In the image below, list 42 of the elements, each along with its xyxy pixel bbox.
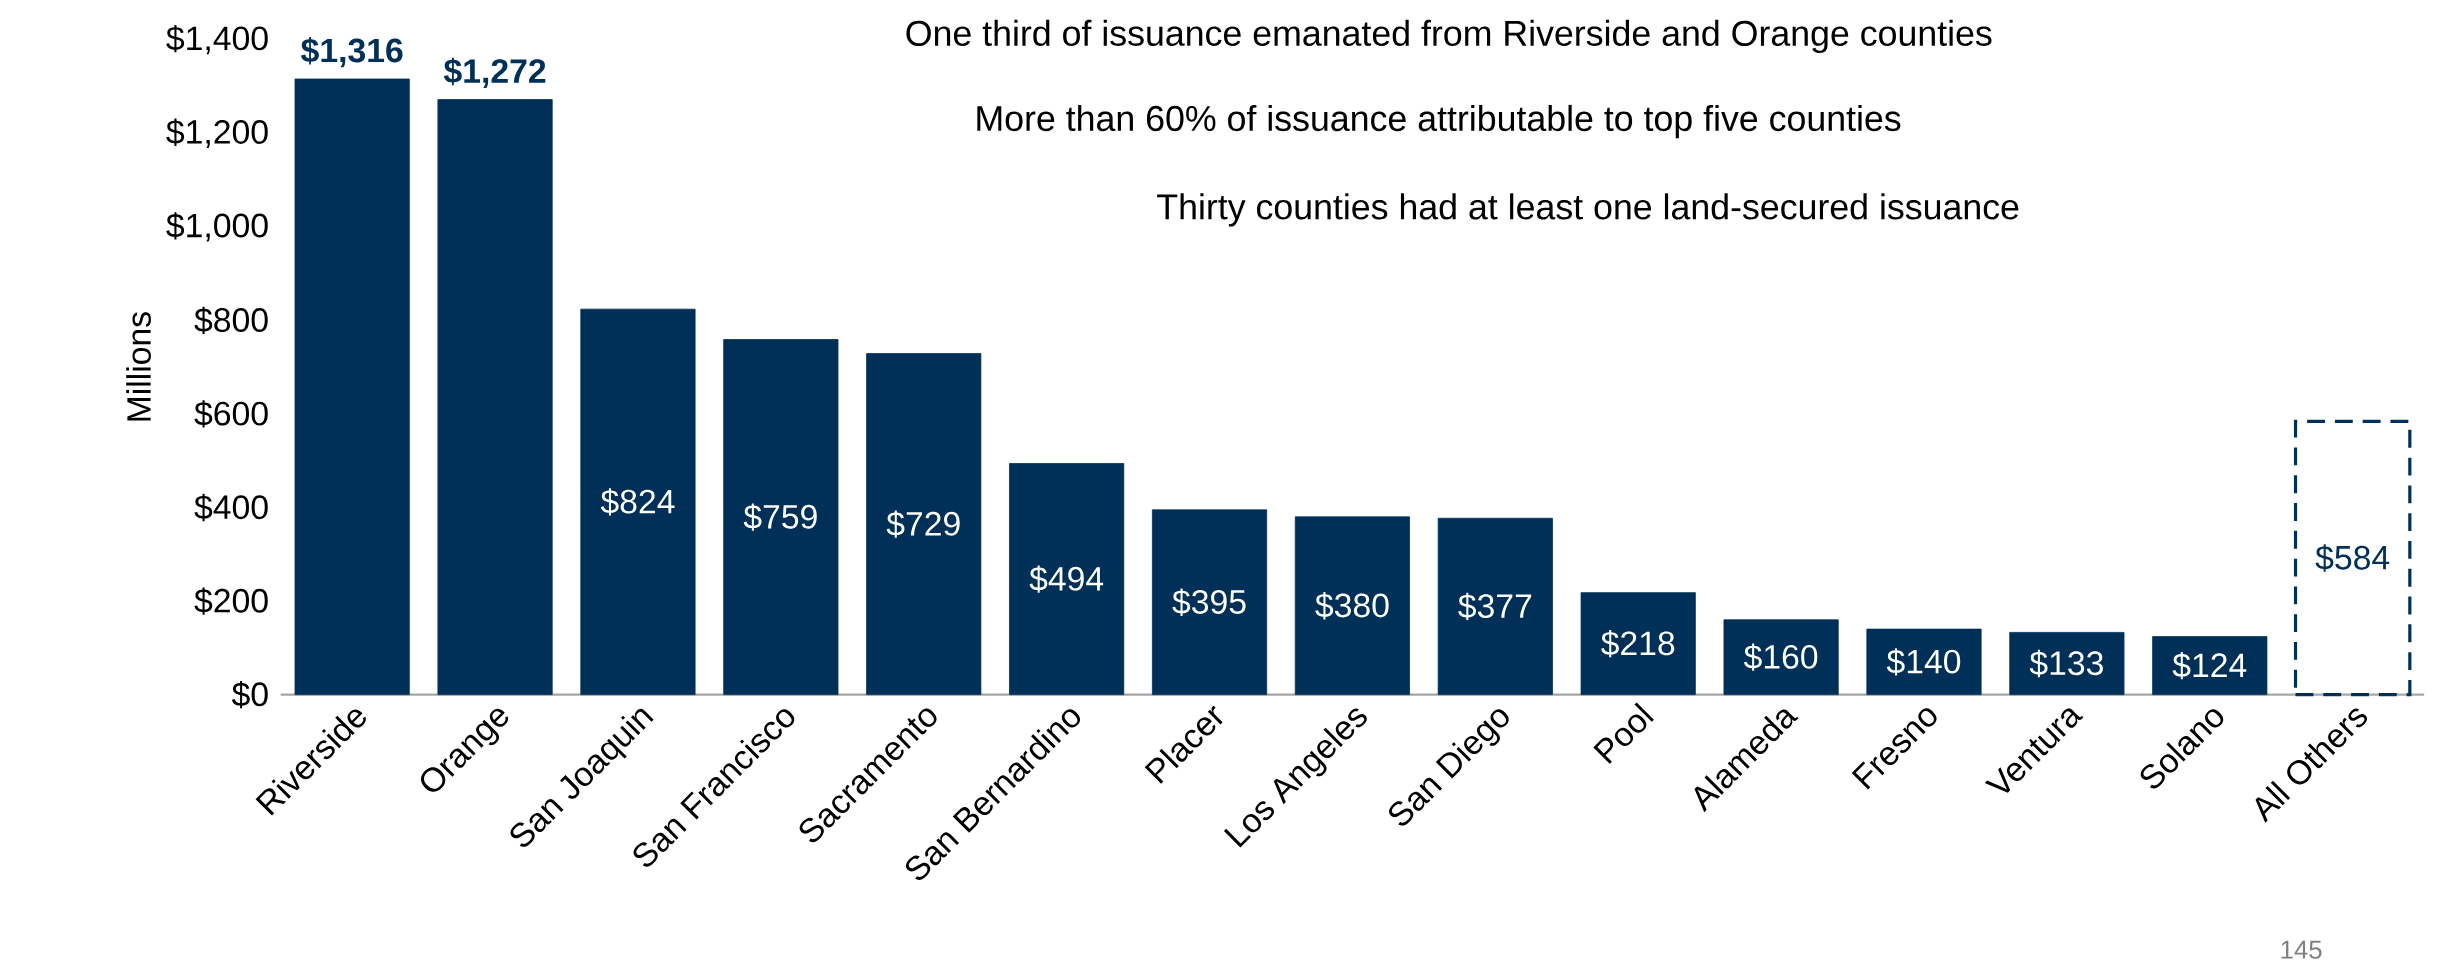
data-label: $1,272 <box>443 57 546 88</box>
y-tick-label: $1,400 <box>166 24 268 55</box>
bar <box>866 352 982 695</box>
data-label: $380 <box>1315 591 1389 620</box>
data-label: $494 <box>1029 565 1104 593</box>
data-label: $729 <box>886 510 960 538</box>
text: 145 <box>2281 940 2322 959</box>
y-tick-label: $1,000 <box>166 211 268 242</box>
data-label: $377 <box>1458 592 1532 620</box>
bar <box>723 338 839 695</box>
y-tick-label: $400 <box>194 493 268 521</box>
data-label: $395 <box>1172 588 1246 616</box>
bar <box>294 78 410 695</box>
data-label: $759 <box>743 503 817 531</box>
y-tick-label: $200 <box>194 587 268 615</box>
data-label: $160 <box>1743 643 1818 671</box>
bar <box>1009 462 1125 695</box>
y-tick-label: $600 <box>194 400 268 428</box>
y-axis-title: Millions <box>126 311 151 421</box>
bar <box>1294 516 1410 695</box>
bar <box>437 98 553 695</box>
annotation: Thirty counties had at least one land-secured issuance <box>1157 193 2019 227</box>
data-label: $218 <box>1601 629 1675 658</box>
bar <box>1723 619 1839 695</box>
data-label: $124 <box>2172 651 2247 680</box>
data-label: $1,316 <box>301 36 403 68</box>
data-label: $824 <box>600 488 675 516</box>
y-tick-label: $800 <box>194 306 268 334</box>
bar <box>1151 509 1268 695</box>
data-label: $140 <box>1886 648 1961 676</box>
bar <box>2152 635 2268 695</box>
y-tick-label: $0 <box>231 680 268 709</box>
data-label: $584 <box>2315 544 2390 572</box>
bar <box>1437 517 1553 695</box>
data-label: $133 <box>2029 649 2103 677</box>
annotation: One third of issuance emanated from Riverside and Orange counties <box>906 19 1992 53</box>
y-tick-label: $1,200 <box>166 118 268 148</box>
bar <box>580 308 696 695</box>
bar <box>1866 628 1982 695</box>
bar <box>1580 592 1696 695</box>
annotation: More than 60% of issuance attributable to top five counties <box>977 104 1901 138</box>
bar <box>2009 631 2125 695</box>
